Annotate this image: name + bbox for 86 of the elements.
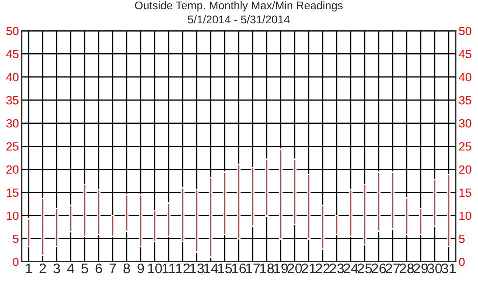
bar <box>349 189 353 238</box>
x-tick-label: 18 <box>260 264 274 274</box>
y-tick-label: 0 <box>13 258 19 266</box>
y-tick-label: 25 <box>6 142 19 151</box>
bar <box>265 158 269 217</box>
x-tick-label: 2 <box>40 264 46 274</box>
y2-tick-label: 50 <box>459 27 472 36</box>
y2-tick-label: 15 <box>460 188 472 198</box>
y-tick-label: 30 <box>6 119 19 128</box>
bar <box>293 158 297 226</box>
x-tick-label: 13 <box>190 264 204 274</box>
bar <box>433 179 437 228</box>
bar <box>125 194 129 232</box>
y-tick-label: 40 <box>6 73 19 82</box>
x-tick-label: 17 <box>246 264 260 274</box>
y2-tick-label: 20 <box>459 166 472 174</box>
bar <box>307 174 311 240</box>
x-tick-label: 28 <box>400 264 414 274</box>
bar <box>209 177 213 258</box>
x-tick-label: 29 <box>414 264 428 274</box>
bar <box>279 148 283 240</box>
x-tick-label: 25 <box>358 264 372 274</box>
bar <box>419 208 423 236</box>
bar <box>153 210 157 242</box>
chart-title: Outside Temp. Monthly Max/Min Readings <box>135 1 343 12</box>
bar <box>251 167 255 228</box>
y2-tick-label: 30 <box>459 119 472 128</box>
x-tick-label: 26 <box>372 264 386 274</box>
y-tick-label: 5 <box>13 235 19 244</box>
y2-tick-label: 25 <box>459 142 472 151</box>
x-tick-label: 23 <box>330 264 344 274</box>
x-tick-label: 9 <box>138 264 144 274</box>
x-tick-label: 19 <box>274 264 288 274</box>
y2-tick-label: 0 <box>459 258 465 266</box>
y2-tick-label: 10 <box>460 212 472 220</box>
bar <box>27 218 31 248</box>
x-tick-label: 7 <box>110 264 116 274</box>
y-tick-label: 50 <box>6 27 19 36</box>
x-tick-label: 14 <box>204 264 218 274</box>
bar <box>139 194 143 248</box>
y-tick-label: 45 <box>6 50 19 59</box>
x-tick-label: 11 <box>162 264 176 274</box>
x-tick-label: 20 <box>288 264 302 274</box>
x-tick-label: 6 <box>96 264 102 274</box>
bar <box>69 204 73 233</box>
y-tick-label: 15 <box>6 188 19 198</box>
bar <box>391 172 395 230</box>
x-tick-label: 8 <box>124 264 130 274</box>
x-tick-label: 12 <box>176 264 190 274</box>
x-tick-label: 1 <box>26 264 32 274</box>
bar <box>363 184 367 246</box>
x-tick-label: 15 <box>218 264 232 274</box>
x-tick-label: 27 <box>386 264 400 274</box>
x-tick-label: 22 <box>316 264 330 274</box>
x-tick-label: 5 <box>82 264 88 274</box>
x-tick-label: 4 <box>67 264 74 274</box>
y2-tick-label: 40 <box>459 73 472 82</box>
bar <box>83 184 87 238</box>
x-tick-label: 31 <box>442 264 456 274</box>
bar <box>447 174 451 248</box>
bar <box>223 172 227 236</box>
bar <box>111 215 115 238</box>
bar <box>195 189 199 253</box>
x-tick-label: 16 <box>232 264 246 274</box>
bar <box>237 164 241 240</box>
chart-subtitle: 5/1/2014 - 5/31/2014 <box>188 16 290 24</box>
y2-tick-label: 5 <box>459 235 465 244</box>
y-tick-label: 20 <box>6 166 19 174</box>
y-tick-label: 10 <box>6 212 19 220</box>
bar <box>335 215 339 236</box>
bar <box>55 208 59 248</box>
x-tick-label: 21 <box>302 264 316 274</box>
y-tick-label: 35 <box>6 96 19 105</box>
bar <box>41 198 45 256</box>
bar <box>167 202 171 238</box>
x-tick-label: 24 <box>344 264 358 274</box>
bar <box>97 189 101 236</box>
bar <box>181 187 185 242</box>
y2-tick-label: 35 <box>459 96 472 105</box>
x-tick-label: 30 <box>428 264 442 274</box>
x-tick-label: 10 <box>148 264 162 274</box>
bar <box>377 172 381 232</box>
bar <box>405 198 409 236</box>
bar <box>321 204 325 250</box>
x-tick-label: 3 <box>54 264 60 274</box>
y2-tick-label: 45 <box>459 50 472 59</box>
